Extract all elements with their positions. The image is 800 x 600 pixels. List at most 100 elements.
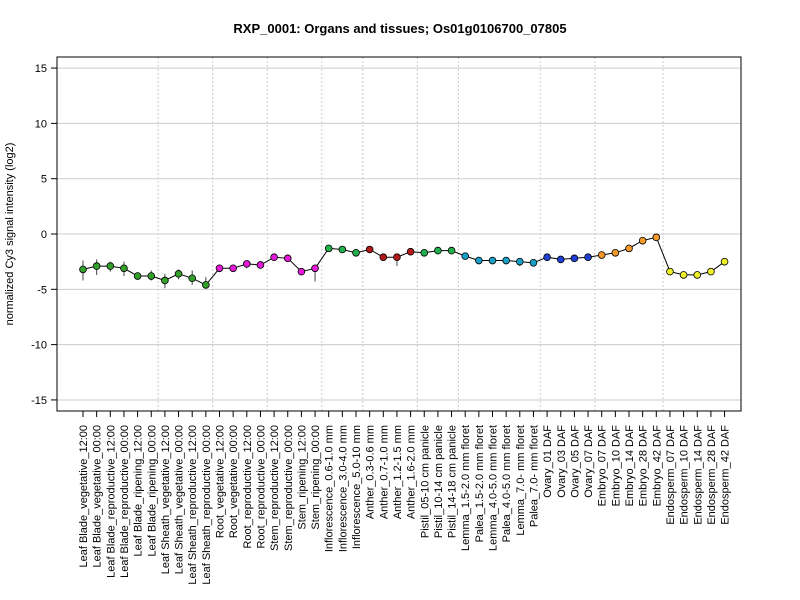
y-tick-label: -5 xyxy=(37,284,47,296)
x-tick-label: Pistil_05-10 cm panicle xyxy=(419,425,431,538)
data-point xyxy=(92,262,101,270)
plot-frame xyxy=(56,56,742,412)
x-tick-label: Ovary_05 DAF xyxy=(569,425,581,498)
data-point xyxy=(106,262,115,270)
x-tick-label: Leaf Blade_ripening_00:00 xyxy=(146,425,158,557)
data-point xyxy=(475,256,483,265)
y-tick-label: 15 xyxy=(35,63,47,75)
data-point xyxy=(365,245,374,254)
data-point xyxy=(270,253,278,262)
data-point xyxy=(79,265,87,274)
data-point xyxy=(488,256,497,265)
x-tick-label: Embryo_42 DAF xyxy=(651,425,663,507)
data-point xyxy=(352,249,360,257)
data-point xyxy=(597,251,606,259)
data-point xyxy=(570,254,579,263)
data-point xyxy=(161,276,169,285)
x-tick-label: Inflorescence_0.6-1.0 mm xyxy=(324,425,336,552)
x-tick-label: Leaf Sheath_vegetative_12:00 xyxy=(160,425,172,574)
data-point xyxy=(666,267,674,276)
data-point xyxy=(502,256,510,265)
data-point xyxy=(679,271,688,279)
x-tick-label: Ovary_07 DAF xyxy=(583,425,595,498)
x-axis: Leaf Blade_vegetative_12:00 Leaf Blade_ve… xyxy=(78,410,732,585)
y-tick-label: 5 xyxy=(41,174,47,186)
series xyxy=(79,233,729,289)
x-tick-label: Leaf Sheath_reproductive_12:00 xyxy=(187,425,199,585)
data-point xyxy=(379,253,388,262)
x-tick-label: Leaf Blade_vegetative_00:00 xyxy=(92,425,104,568)
data-point xyxy=(338,245,347,254)
data-point xyxy=(120,264,128,273)
x-tick-label: Lemma_1.5-2.0 mm floret xyxy=(460,425,472,551)
x-tick-label: Anther_1.6-2.0 mm xyxy=(406,425,418,519)
x-tick-label: Leaf Sheath_reproductive_00:00 xyxy=(201,425,213,585)
x-tick-label: Endosperm_07 DAF xyxy=(665,425,677,525)
x-tick-label: Leaf Blade_ripening_12:00 xyxy=(133,425,145,557)
data-point xyxy=(174,270,183,278)
x-tick-label: Anther_0.3-0.6 mm xyxy=(365,425,377,519)
data-point xyxy=(297,267,306,276)
data-point xyxy=(283,254,292,263)
data-point xyxy=(393,253,401,262)
data-point xyxy=(529,258,538,267)
x-tick-label: Endosperm_14 DAF xyxy=(692,425,704,525)
y-axis: 15 10 5 0 -5 -10 -15 xyxy=(31,63,58,407)
series-line xyxy=(82,236,725,286)
data-point xyxy=(147,272,156,280)
grid-layer xyxy=(57,57,741,411)
data-point xyxy=(229,264,237,273)
x-tick-label: Lemma_7.0- mm floret xyxy=(515,425,527,536)
x-tick-label: Endosperm_28 DAF xyxy=(706,425,718,525)
x-tick-label: Pistil_10-14 cm panicle xyxy=(433,425,445,538)
x-tick-label: Embryo_07 DAF xyxy=(597,425,609,507)
data-point xyxy=(324,244,333,253)
data-point xyxy=(447,246,456,255)
x-tick-label: Endosperm_42 DAF xyxy=(720,425,732,525)
x-tick-label: Embryo_28 DAF xyxy=(638,425,650,507)
data-point xyxy=(243,260,251,268)
x-tick-label: Root_vegetative_00:00 xyxy=(228,425,240,538)
y-tick-label: -10 xyxy=(31,340,47,352)
data-point xyxy=(215,264,224,273)
y-tick-label: 10 xyxy=(35,118,47,130)
data-point xyxy=(188,274,197,283)
x-tick-label: Endosperm_10 DAF xyxy=(679,425,691,525)
y-axis-label: normalized Cy3 signal intensity (log2) xyxy=(4,143,16,326)
data-point xyxy=(202,281,210,289)
x-tick-label: Anther_0.7-1.0 mm xyxy=(378,425,390,519)
x-tick-label: Leaf Sheath_vegetative_00:00 xyxy=(174,425,186,574)
x-tick-label: Embryo_10 DAF xyxy=(610,425,622,507)
x-tick-label: Lemma_4.0-5.0 mm floret xyxy=(488,425,500,551)
y-tick-label: -15 xyxy=(31,395,47,407)
x-tick-label: Ovary_01 DAF xyxy=(542,425,554,498)
y-tick-label: 0 xyxy=(41,229,47,241)
data-point xyxy=(461,252,470,260)
x-tick-label: Palea_1.5-2.0 mm floret xyxy=(474,425,486,542)
x-tick-label: Palea_7.0- mm floret xyxy=(528,425,540,527)
x-tick-label: Inflorescence_3.0-4.0 mm xyxy=(337,425,349,552)
data-point xyxy=(311,264,319,273)
x-tick-label: Stem_reproductive_12:00 xyxy=(269,425,281,551)
data-point xyxy=(720,257,729,266)
x-tick-label: Root_vegetative_12:00 xyxy=(215,425,227,538)
x-tick-label: Inflorescence_5.0-10 mm xyxy=(351,425,363,549)
x-tick-label: Ovary_03 DAF xyxy=(556,425,568,498)
x-tick-label: Anther_1.2-1.5 mm xyxy=(392,425,404,519)
x-tick-label: Leaf Blade_reproductive_00:00 xyxy=(119,425,131,578)
x-tick-label: Root_reproductive_00:00 xyxy=(255,425,267,549)
data-point xyxy=(543,253,551,262)
data-point xyxy=(652,233,661,242)
x-tick-label: Pistil_14-18 cm panicle xyxy=(447,425,459,538)
data-point xyxy=(707,267,715,276)
data-point xyxy=(556,255,565,264)
x-tick-label: Embryo_14 DAF xyxy=(624,425,636,507)
data-point xyxy=(625,244,633,253)
x-tick-label: Stem_ripening_12:00 xyxy=(296,425,308,530)
x-tick-label: Palea_4.0-5.0 mm floret xyxy=(501,425,513,542)
data-point xyxy=(515,257,524,266)
x-tick-label: Leaf Blade_reproductive_12:00 xyxy=(105,425,117,578)
data-point xyxy=(611,249,620,257)
data-point xyxy=(420,249,429,257)
